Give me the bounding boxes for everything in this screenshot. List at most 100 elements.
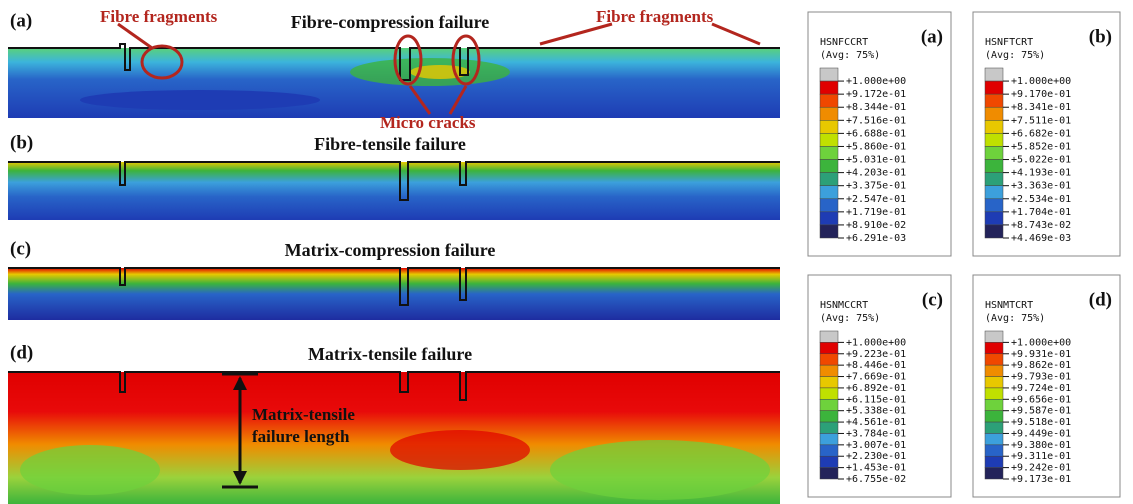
legend-value: +1.000e+00 <box>1011 76 1071 87</box>
legend-value: +8.910e-02 <box>846 220 906 231</box>
legend-value: +8.446e-01 <box>846 360 906 371</box>
legend-value: +1.719e-01 <box>846 207 906 218</box>
legend-swatch <box>819 376 839 389</box>
legend-value: +9.931e-01 <box>1011 349 1071 360</box>
legend-swatch <box>984 330 1004 343</box>
panel-title: Fibre-compression failure <box>291 12 489 32</box>
legend-swatch <box>819 467 839 480</box>
annotation: failure length <box>252 427 350 446</box>
legend-value: +6.688e-01 <box>846 128 906 139</box>
legend-value: +6.291e-03 <box>846 233 906 244</box>
arrow <box>408 85 432 115</box>
legend-swatch <box>819 433 839 446</box>
arrow-head <box>233 376 247 390</box>
surface-edge <box>8 161 780 201</box>
legend-swatch <box>984 159 1004 173</box>
legend-swatch <box>984 198 1004 213</box>
legend-value: +9.242e-01 <box>1011 463 1071 474</box>
legend-swatch <box>984 67 1004 82</box>
contour-strip <box>8 162 780 220</box>
legend-value: +1.000e+00 <box>1011 337 1071 348</box>
legend-swatch <box>819 364 839 377</box>
contour-blob <box>550 440 770 500</box>
legend-swatch <box>819 93 839 108</box>
legend-value: +6.682e-01 <box>1011 128 1071 139</box>
highlight-ellipse <box>393 34 423 86</box>
arrow <box>117 22 153 50</box>
legend-value: +1.704e-01 <box>1011 207 1071 218</box>
legend-swatch <box>819 106 839 121</box>
legend-value: +5.338e-01 <box>846 406 906 417</box>
legend-swatch <box>819 444 839 457</box>
panel-title: Matrix-compression failure <box>285 240 496 260</box>
legend-value: +9.311e-01 <box>1011 451 1071 462</box>
legend-swatch <box>984 399 1004 411</box>
legend-value: +3.363e-01 <box>1011 181 1071 192</box>
panel-title: Fibre-tensile failure <box>314 134 466 154</box>
legend-swatch <box>984 387 1004 400</box>
legend-label: (c) <box>922 289 943 310</box>
legend-value: +7.669e-01 <box>846 372 906 383</box>
legend-variable: HSNFCCRT <box>820 37 868 48</box>
legend-label: (d) <box>1089 289 1112 310</box>
legend-swatch <box>819 211 839 226</box>
legend-value: +9.587e-01 <box>1011 406 1071 417</box>
contour-blob <box>20 445 160 495</box>
legend-value: +9.170e-01 <box>1011 89 1071 100</box>
legend-swatch <box>819 330 839 343</box>
legend-swatch <box>819 80 839 95</box>
legend-label: (b) <box>1089 26 1112 47</box>
legend-value: +5.022e-01 <box>1011 155 1071 166</box>
legend-value: +6.892e-01 <box>846 383 906 394</box>
highlight-ellipse <box>451 34 481 86</box>
legend-value: +7.511e-01 <box>1011 115 1071 126</box>
highlight-ellipse <box>140 44 184 80</box>
legend-value: +1.000e+00 <box>846 76 906 87</box>
legend-value: +9.518e-01 <box>1011 417 1071 428</box>
legend-swatch <box>819 399 839 411</box>
legend-avg: (Avg: 75%) <box>820 313 880 324</box>
legend-value: +3.375e-01 <box>846 181 906 192</box>
legend-value: +5.031e-01 <box>846 155 906 166</box>
legend-value: +6.115e-01 <box>846 394 906 405</box>
legend-value: +9.793e-01 <box>1011 372 1071 383</box>
legend-swatch <box>984 172 1004 186</box>
legend-value: +9.223e-01 <box>846 349 906 360</box>
contour-strip <box>8 268 780 320</box>
legend-label: (a) <box>921 26 943 47</box>
legend-avg: (Avg: 75%) <box>820 50 880 61</box>
legend-swatch <box>819 455 839 468</box>
arrow <box>711 22 761 46</box>
legend-swatch <box>984 444 1004 457</box>
legend-value: +8.743e-02 <box>1011 220 1071 231</box>
legend-swatch <box>984 93 1004 108</box>
legend-variable: HSNMTCRT <box>985 300 1033 311</box>
legend-value: +4.203e-01 <box>846 168 906 179</box>
legend-swatch <box>984 106 1004 121</box>
legend-value: +4.561e-01 <box>846 417 906 428</box>
legend-swatch <box>819 172 839 186</box>
legend-value: +9.173e-01 <box>1011 474 1071 485</box>
legend-swatch <box>984 80 1004 95</box>
legend-swatch <box>819 146 839 160</box>
legend-value: +9.449e-01 <box>1011 428 1071 439</box>
legend-swatch <box>819 421 839 434</box>
legend-swatch <box>984 455 1004 468</box>
legend-swatch <box>984 120 1004 134</box>
legend-value: +9.862e-01 <box>1011 360 1071 371</box>
legend-swatch <box>819 159 839 173</box>
legend-value: +3.007e-01 <box>846 440 906 451</box>
contour-blob <box>80 90 320 110</box>
legend-value: +1.000e+00 <box>846 337 906 348</box>
legend-swatch <box>819 410 839 423</box>
legend-swatch <box>819 342 839 355</box>
legend-swatch <box>984 185 1004 200</box>
legend-value: +9.172e-01 <box>846 89 906 100</box>
legend-variable: HSNFTCRT <box>985 37 1033 48</box>
arrow-head <box>233 471 247 485</box>
legend-swatch <box>984 467 1004 480</box>
legend-swatch <box>984 353 1004 366</box>
panel-label: (d) <box>10 342 33 363</box>
legend-swatch <box>984 342 1004 355</box>
